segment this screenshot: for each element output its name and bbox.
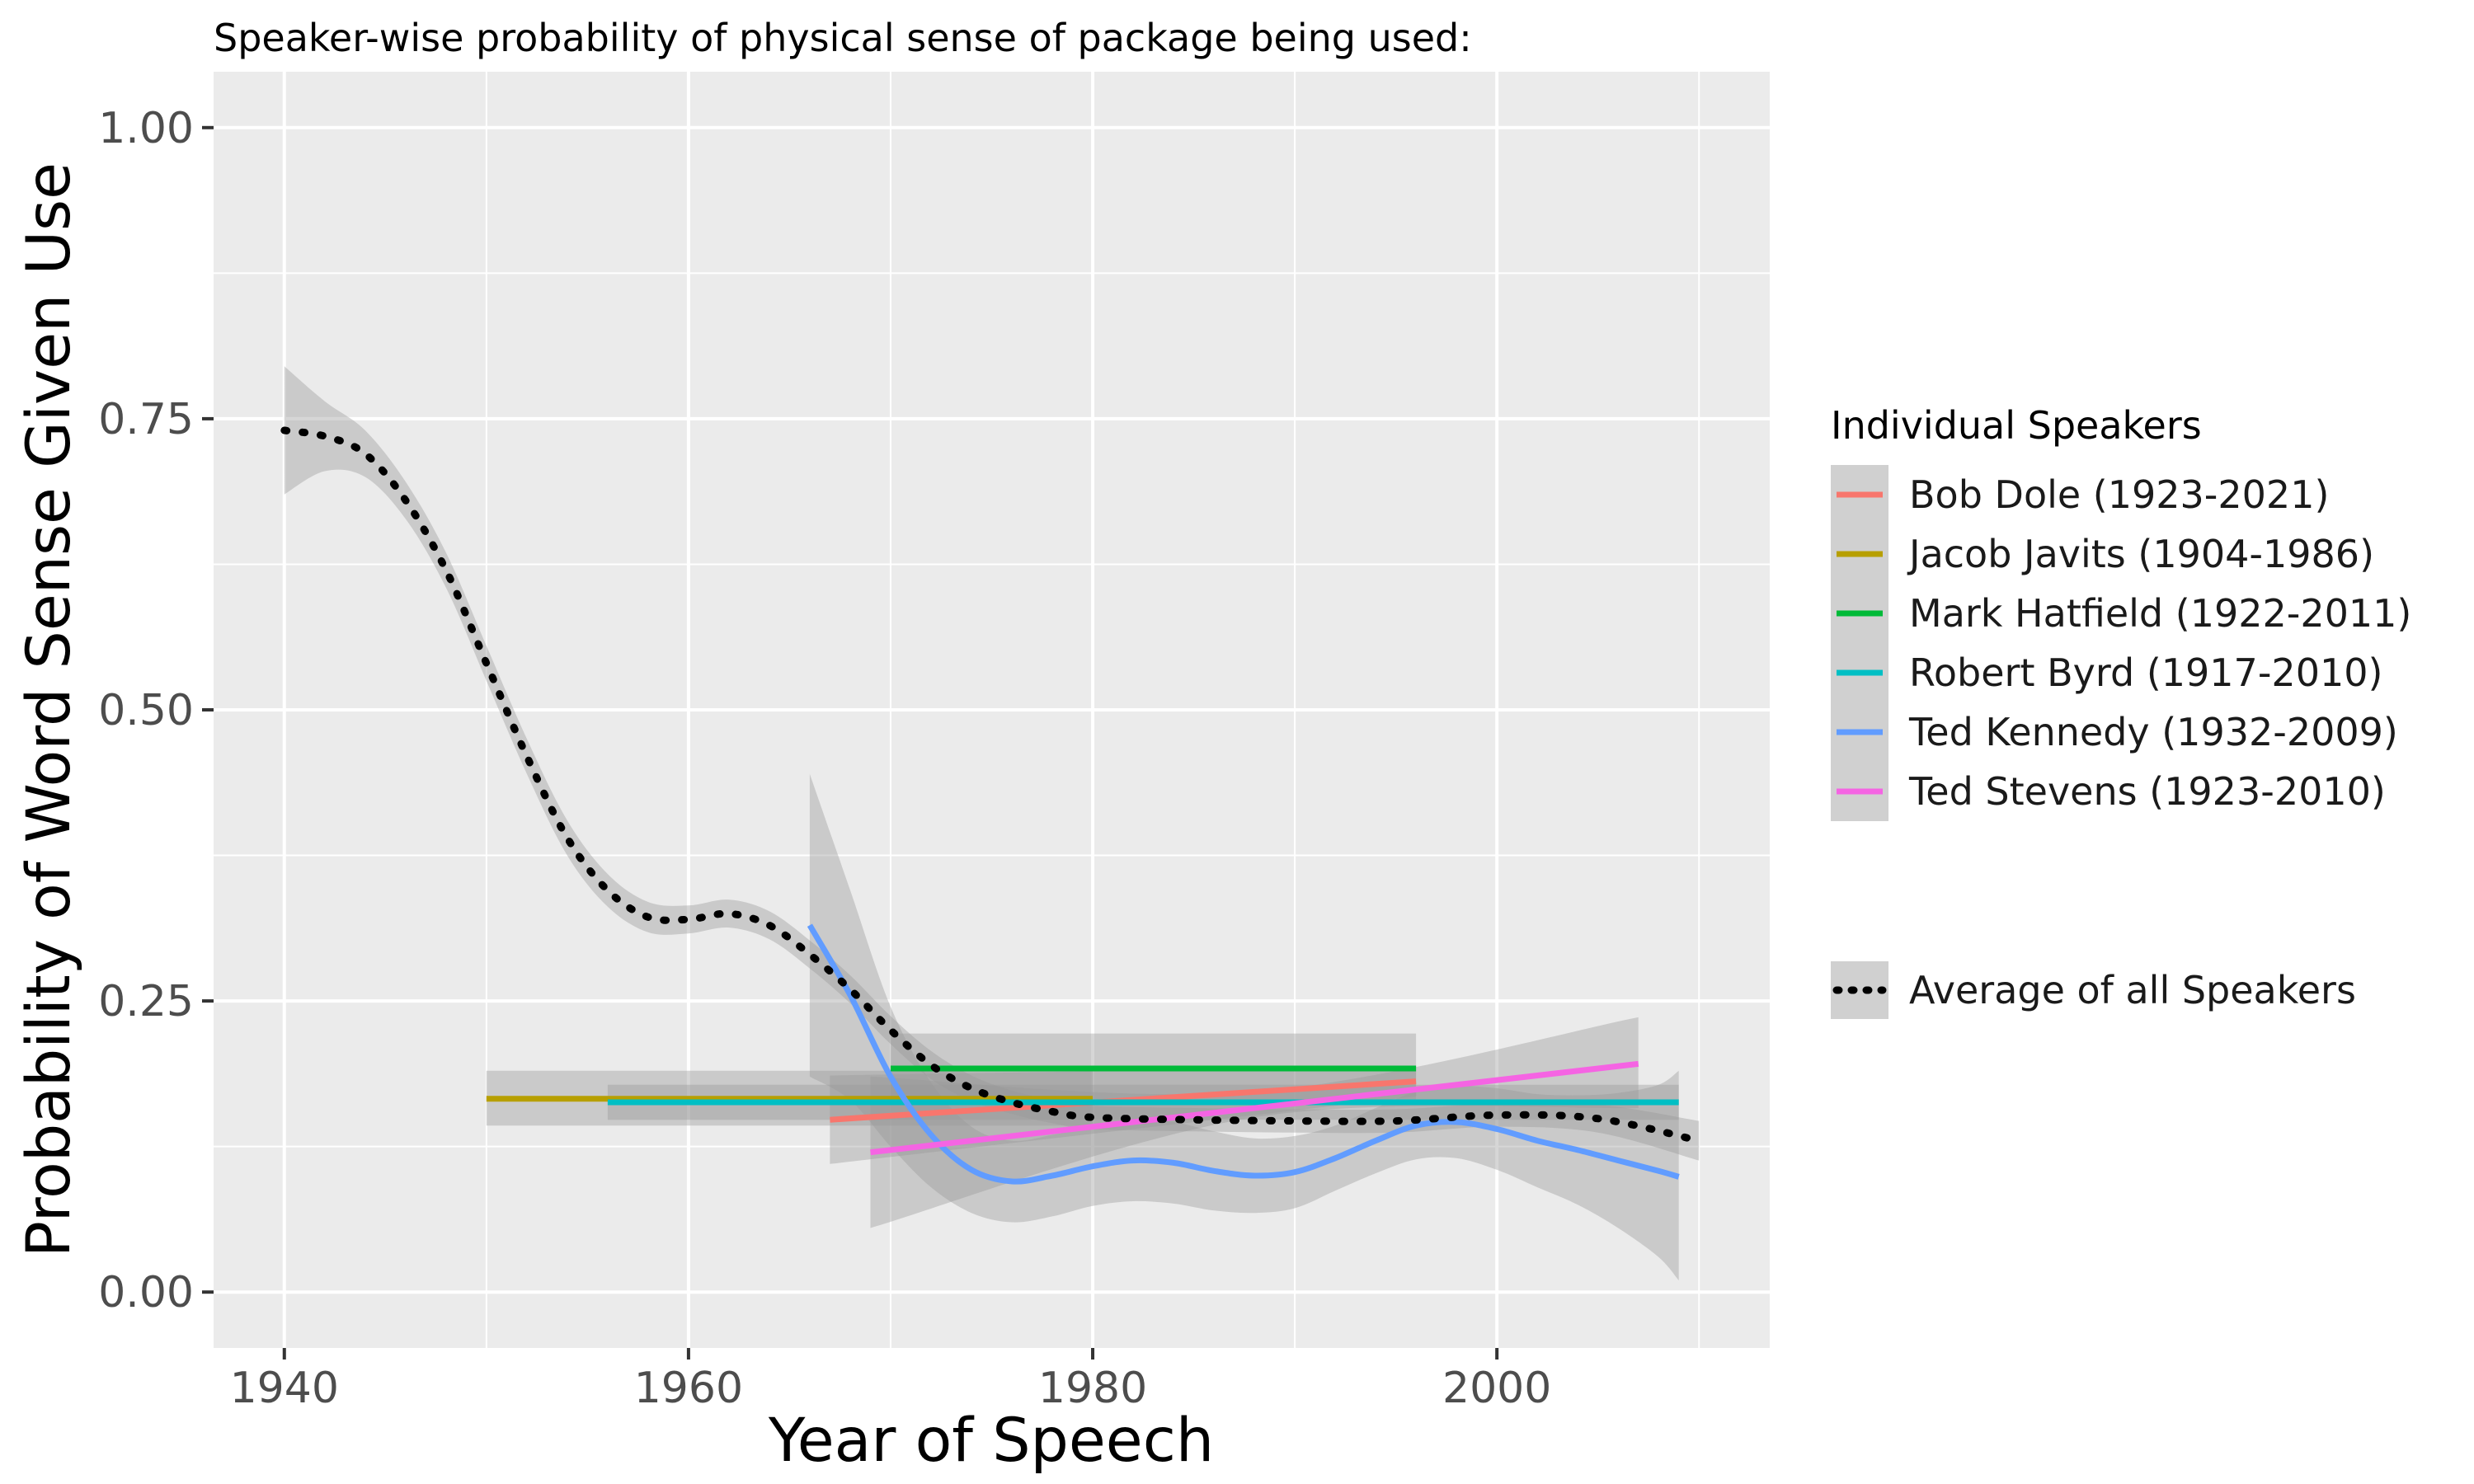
y-tick-label: 1.00 xyxy=(98,104,194,153)
band-ted-stevens xyxy=(870,1017,1639,1228)
line-average xyxy=(280,426,1703,1145)
y-tick-label: 0.00 xyxy=(98,1268,194,1317)
x-axis-label: Year of Speech xyxy=(768,1406,1214,1476)
x-tick-label: 1980 xyxy=(1038,1364,1147,1413)
legend-label-average: Average of all Speakers xyxy=(1909,968,2356,1012)
legend-label-bob-dole: Bob Dole (1923-2021) xyxy=(1909,472,2329,517)
legend-label-mark-hatfield: Mark Hatfield (1922-2011) xyxy=(1909,591,2411,636)
legend-label-robert-byrd: Robert Byrd (1917-2010) xyxy=(1909,650,2382,695)
legend-key-background xyxy=(1831,465,1888,821)
y-tick-label: 0.50 xyxy=(98,686,194,735)
legend: Individual Speakers Bob Dole (1923-2021)… xyxy=(1831,403,2411,1019)
band-ted-kennedy xyxy=(809,773,1679,1281)
y-tick-label: 0.75 xyxy=(98,395,194,444)
chart-title: Speaker-wise probability of physical sen… xyxy=(214,16,1472,60)
line-ted-stevens xyxy=(870,1060,1639,1156)
line-ted-kennedy xyxy=(807,923,1680,1185)
x-tick-label: 1960 xyxy=(634,1364,743,1413)
x-tick-label: 1940 xyxy=(230,1364,339,1413)
legend-label-ted-kennedy: Ted Kennedy (1932-2009) xyxy=(1908,710,2398,754)
y-axis-label: Probability of Word Sense Given Use xyxy=(14,162,84,1257)
legend-title: Individual Speakers xyxy=(1831,403,2202,448)
y-axis-ticks: 0.00 0.25 0.50 0.75 1.00 xyxy=(98,104,214,1317)
legend-label-ted-stevens: Ted Stevens (1923-2010) xyxy=(1908,769,2386,814)
grid-major xyxy=(214,72,1770,1348)
y-tick-label: 0.25 xyxy=(98,977,194,1026)
x-tick-label: 2000 xyxy=(1442,1364,1551,1413)
legend-label-jacob-javits: Jacob Javits (1904-1986) xyxy=(1907,532,2374,576)
legend-items: Bob Dole (1923-2021) Jacob Javits (1904-1… xyxy=(1831,465,2411,821)
series-lines xyxy=(280,426,1703,1185)
x-axis-ticks: 1940 1960 1980 2000 xyxy=(230,1348,1551,1413)
